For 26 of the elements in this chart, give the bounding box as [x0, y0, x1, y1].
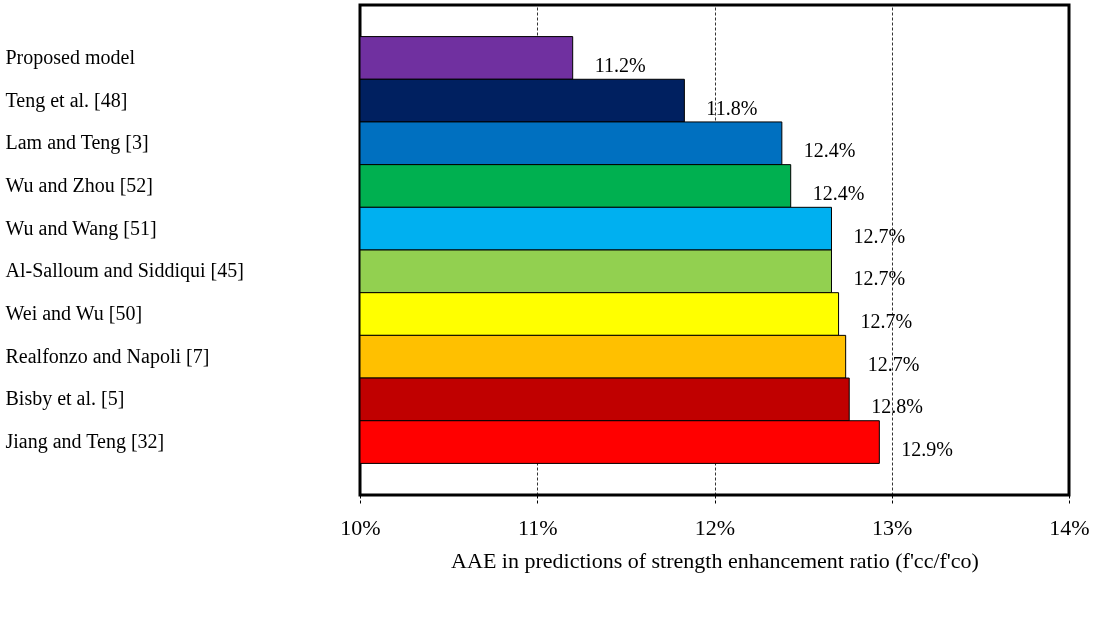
data-label: 11.8% [706, 96, 758, 119]
x-tick-label: 10% [340, 514, 381, 540]
y-tick-label: Bisby et al. [5] [5, 387, 125, 411]
data-label: 12.7% [853, 267, 906, 290]
data-label: 11.2% [594, 53, 646, 76]
x-tick-label: 13% [872, 514, 913, 540]
y-tick-label: Realfonzo and Napoli [7] [5, 344, 210, 368]
y-tick-label: Proposed model [5, 45, 136, 69]
data-label: 12.7% [860, 310, 913, 333]
x-tick-label: 12% [694, 514, 736, 540]
x-axis-title: AAE in predictions of strength enhancement ratio (f'cc/f'co) [451, 547, 979, 573]
y-tick-label: Lam and Teng [3] [5, 131, 149, 155]
data-label: 12.7% [867, 352, 920, 375]
x-tick-label: 11% [517, 514, 558, 540]
y-tick-label: Al-Salloum and Siddiqui [45] [5, 259, 244, 283]
y-tick-label: Wu and Wang [51] [5, 216, 157, 240]
data-label: 12.9% [901, 438, 954, 461]
data-label: 12.7% [853, 224, 906, 247]
data-label: 12.8% [871, 395, 923, 418]
y-tick-label: Teng et al. [48] [5, 88, 128, 112]
y-tick-label: Wu and Zhou [52] [5, 173, 153, 196]
data-label: 12.4% [803, 139, 856, 162]
data-label: 12.4% [812, 181, 865, 204]
y-tick-label: Wei and Wu [50] [5, 302, 143, 325]
y-tick-label: Jiang and Teng [32] [5, 430, 165, 454]
x-tick-label: 14% [1049, 514, 1090, 540]
